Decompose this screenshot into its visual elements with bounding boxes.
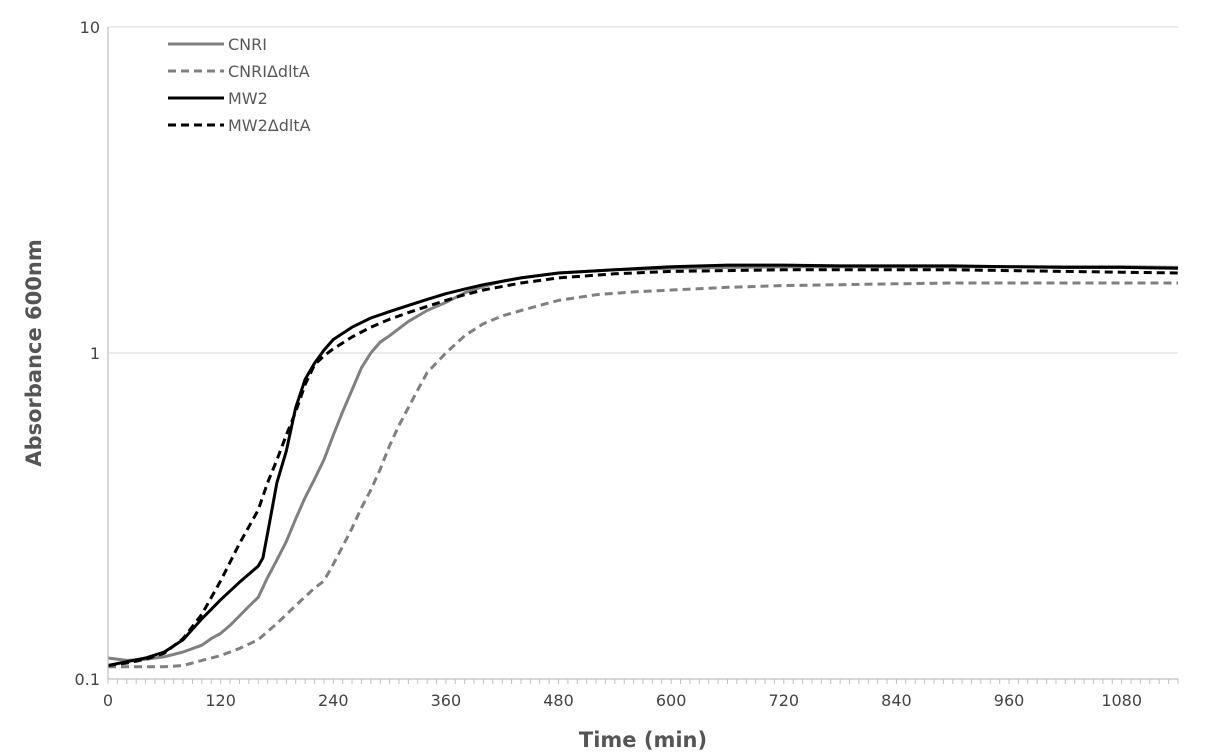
x-tick-label: 360	[431, 691, 462, 710]
x-tick-label: 1080	[1101, 691, 1142, 710]
legend-label: CNRI	[228, 35, 267, 54]
x-tick-label: 120	[205, 691, 236, 710]
y-tick-labels: 0.1 1 10	[75, 18, 100, 689]
legend: CNRI CNRIΔdltA MW2 MW2ΔdltA	[168, 35, 311, 135]
x-tick-label: 480	[543, 691, 574, 710]
series-line	[107, 263, 1179, 667]
x-tick-label: 840	[881, 691, 912, 710]
y-tick-label: 0.1	[75, 670, 100, 689]
series-line	[107, 265, 1179, 662]
legend-label: CNRIΔdltA	[228, 62, 310, 81]
x-tick-label: 720	[769, 691, 800, 710]
series-line	[107, 268, 1179, 667]
gridlines	[108, 26, 1178, 354]
series-lines	[107, 263, 1179, 669]
x-tick-label: 960	[994, 691, 1025, 710]
y-tick-label: 1	[90, 344, 100, 363]
x-axis-title: Time (min)	[579, 728, 707, 752]
legend-label: MW2ΔdltA	[228, 116, 311, 135]
legend-label: MW2	[228, 89, 268, 108]
x-tick-labels: 0 120 240 360 480 600 720 840 960 1080	[103, 691, 1142, 710]
y-axis-title: Absorbance 600nm	[22, 239, 46, 466]
x-tick-label: 0	[103, 691, 113, 710]
x-tick-label: 240	[318, 691, 349, 710]
x-minor-ticks	[107, 679, 1179, 684]
x-tick-label: 600	[656, 691, 687, 710]
series-line	[108, 281, 1178, 669]
y-tick-label: 10	[80, 18, 100, 37]
